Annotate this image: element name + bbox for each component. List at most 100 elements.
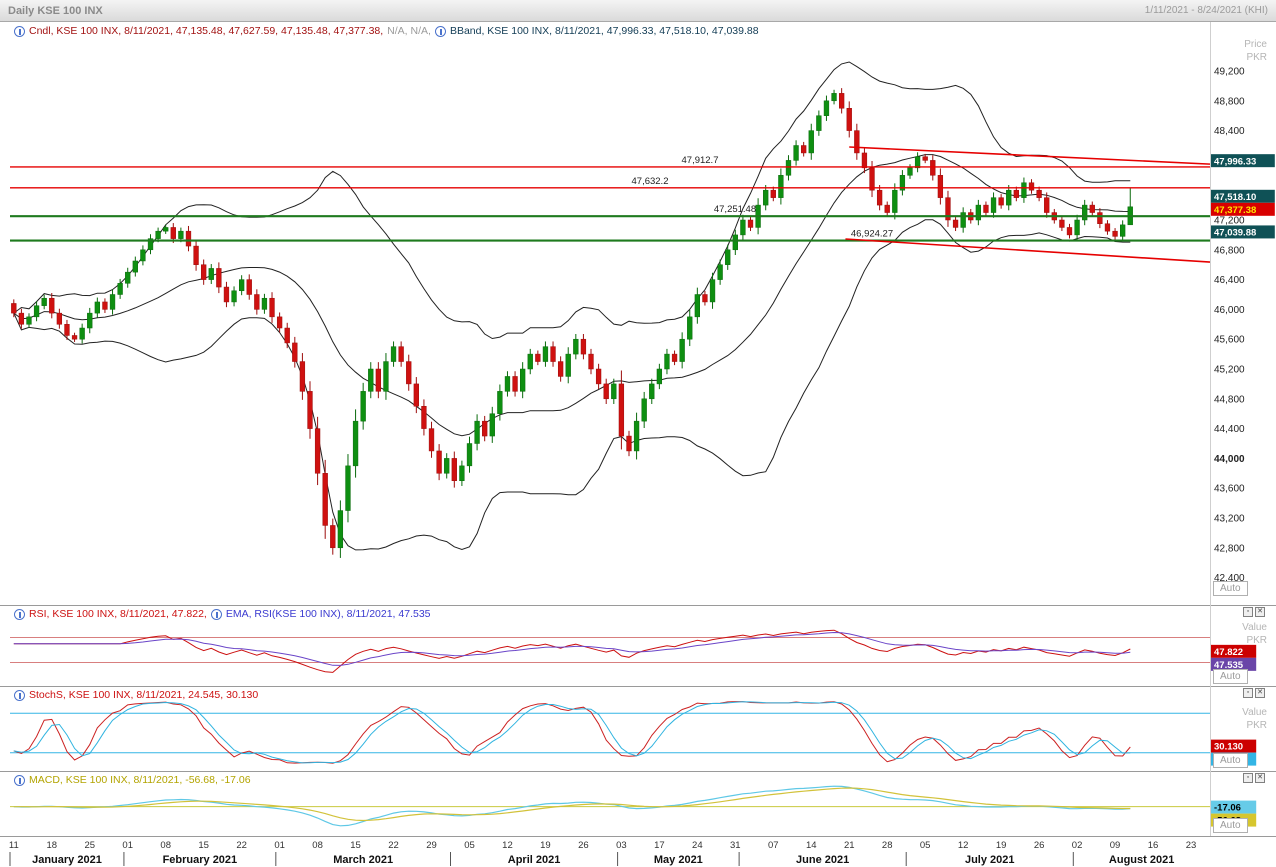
month-labels: January 2021 February 2021 March 2021 April… xyxy=(9,852,1174,866)
svg-text:47.535: 47.535 xyxy=(1214,660,1244,671)
bband-legend-text: BBand, KSE 100 INX, 8/11/2021, 47,996.33… xyxy=(449,25,759,37)
svg-text:43,600: 43,600 xyxy=(1214,484,1245,495)
svg-text:42,800: 42,800 xyxy=(1214,543,1245,554)
macd-axis-auto-button[interactable]: Auto xyxy=(1213,818,1248,833)
svg-text:45,200: 45,200 xyxy=(1214,365,1245,376)
macd-chart-canvas[interactable]: -17.06-56.68 xyxy=(0,771,1276,836)
macd-window-controls: ▫ ✕ xyxy=(1243,773,1265,783)
svg-text:14: 14 xyxy=(806,840,817,851)
svg-text:29: 29 xyxy=(426,840,437,851)
stoch-axis-auto-button[interactable]: Auto xyxy=(1213,753,1248,768)
axis-badges: 47.822 47.535 xyxy=(1211,644,1257,671)
stoch-close-button[interactable]: ✕ xyxy=(1255,688,1265,698)
svg-text:28: 28 xyxy=(882,840,893,851)
svg-text:47,200: 47,200 xyxy=(1214,216,1245,227)
main-legend: Cndl, KSE 100 INX, 8/11/2021, 47,135.48,… xyxy=(14,25,759,37)
main-chart-canvas[interactable]: 47,912.7 47,632.2 47,251.48 46,924.27 49,200… xyxy=(0,22,1276,605)
svg-text:47,377.38: 47,377.38 xyxy=(1214,205,1256,216)
svg-text:16: 16 xyxy=(1148,840,1159,851)
svg-text:48,400: 48,400 xyxy=(1214,126,1245,137)
cndl-series-icon[interactable] xyxy=(14,25,25,37)
svg-text:July 2021: July 2021 xyxy=(965,854,1015,866)
time-axis: 11 18 25 01 08 15 22 01 08 15 22 29 05 12 19 26 03 17 24 31… xyxy=(0,836,1276,867)
rsi-axis-auto-button[interactable]: Auto xyxy=(1213,669,1248,684)
svg-text:46,400: 46,400 xyxy=(1214,275,1245,286)
macd-series-icon[interactable] xyxy=(14,774,25,786)
svg-text:April 2021: April 2021 xyxy=(508,854,561,866)
rsi-panel: 47.822 47.535 RSI, KSE 100 INX, 8/11/2021… xyxy=(0,605,1276,686)
rsi-ema-series-icon[interactable] xyxy=(210,608,222,620)
stoch-k-line xyxy=(13,701,1131,764)
rsi-series-icon[interactable] xyxy=(14,608,25,620)
svg-text:22: 22 xyxy=(388,840,399,851)
svg-text:47,039.88: 47,039.88 xyxy=(1214,228,1256,239)
svg-text:March 2021: March 2021 xyxy=(333,854,393,866)
svg-text:May 2021: May 2021 xyxy=(654,854,703,866)
line-value-label: 47,251.48 xyxy=(714,204,756,215)
candles xyxy=(11,88,1133,558)
svg-text:26: 26 xyxy=(1034,840,1045,851)
svg-text:44,000: 44,000 xyxy=(1214,454,1245,465)
line-value-label: 47,912.7 xyxy=(682,155,719,166)
svg-text:19: 19 xyxy=(540,840,551,851)
svg-text:25: 25 xyxy=(84,840,95,851)
axis-badges: 47,996.33 47,518.10 47,377.38 47,039.88 xyxy=(1211,154,1275,239)
rsi-ema-legend-text: EMA, RSI(KSE 100 INX), 8/11/2021, 47.535 xyxy=(225,608,431,620)
price-axis-unit: Price PKR xyxy=(1244,39,1267,63)
date-range: 1/11/2021 - 8/24/2021 (KHI) xyxy=(1144,5,1268,16)
day-tick-labels: 11 18 25 01 08 15 22 01 08 15 22 29 05 12 19 26 03 17 24 31… xyxy=(9,840,1196,851)
svg-text:12: 12 xyxy=(502,840,513,851)
rsi-axis-unit: Value PKR xyxy=(1242,622,1267,646)
stoch-series-icon[interactable] xyxy=(14,689,25,701)
main-axis-auto-button[interactable]: Auto xyxy=(1213,581,1248,596)
svg-text:18: 18 xyxy=(46,840,57,851)
svg-text:30.130: 30.130 xyxy=(1214,742,1243,753)
main-price-panel: 47,912.7 47,632.2 47,251.48 46,924.27 49,200… xyxy=(0,22,1276,605)
trendline xyxy=(845,238,1211,263)
trendline xyxy=(849,146,1211,165)
rsi-restore-button[interactable]: ▫ xyxy=(1243,607,1253,617)
svg-text:44,800: 44,800 xyxy=(1214,394,1245,405)
price-axis-ticks: 49,200 48,800 48,400 47,200 46,800 46,400 46,0… xyxy=(1214,67,1245,585)
rsi-ema-line xyxy=(13,631,1131,666)
svg-text:15: 15 xyxy=(350,840,361,851)
macd-legend-text: MACD, KSE 100 INX, 8/11/2021, -56.68, -1… xyxy=(29,774,251,786)
svg-text:01: 01 xyxy=(274,840,285,851)
analysis-lines[interactable]: 47,912.7 47,632.2 47,251.48 46,924.27 xyxy=(10,146,1211,263)
rsi-window-controls: ▫ ✕ xyxy=(1243,607,1265,617)
line-value-label: 47,632.2 xyxy=(632,176,669,187)
svg-text:03: 03 xyxy=(616,840,627,851)
svg-text:11: 11 xyxy=(9,840,19,851)
svg-text:42,400: 42,400 xyxy=(1214,573,1245,584)
svg-text:47,996.33: 47,996.33 xyxy=(1214,156,1256,167)
svg-text:19: 19 xyxy=(996,840,1007,851)
pane-titlebar[interactable]: Daily KSE 100 INX 1/11/2021 - 8/24/2021 … xyxy=(0,0,1276,22)
macd-legend: MACD, KSE 100 INX, 8/11/2021, -56.68, -1… xyxy=(14,774,251,786)
stoch-chart-canvas[interactable]: 30.13024.545 xyxy=(0,686,1276,771)
svg-text:45,600: 45,600 xyxy=(1214,335,1245,346)
rsi-chart-canvas[interactable]: 47.822 47.535 xyxy=(0,605,1276,686)
stoch-restore-button[interactable]: ▫ xyxy=(1243,688,1253,698)
macd-restore-button[interactable]: ▫ xyxy=(1243,773,1253,783)
bollinger-bands xyxy=(13,61,1131,551)
svg-text:January 2021: January 2021 xyxy=(32,854,102,866)
svg-text:15: 15 xyxy=(198,840,209,851)
line-value-label: 46,924.27 xyxy=(851,229,893,240)
svg-text:44,400: 44,400 xyxy=(1214,424,1245,435)
rsi-close-button[interactable]: ✕ xyxy=(1255,607,1265,617)
svg-text:February 2021: February 2021 xyxy=(163,854,238,866)
svg-text:46,800: 46,800 xyxy=(1214,245,1245,256)
svg-text:31: 31 xyxy=(730,840,741,851)
svg-text:24: 24 xyxy=(692,840,703,851)
svg-text:09: 09 xyxy=(1110,840,1121,851)
rsi-line xyxy=(13,629,1131,673)
svg-text:26: 26 xyxy=(578,840,589,851)
svg-text:12: 12 xyxy=(958,840,969,851)
rsi-legend-text: RSI, KSE 100 INX, 8/11/2021, 47.822, xyxy=(29,608,207,620)
svg-text:47.822: 47.822 xyxy=(1214,647,1243,658)
time-axis-canvas[interactable]: 11 18 25 01 08 15 22 01 08 15 22 29 05 12 19 26 03 17 24 31… xyxy=(0,836,1276,867)
svg-text:22: 22 xyxy=(236,840,247,851)
cndl-legend-na-text: N/A, N/A, xyxy=(387,25,431,37)
bband-series-icon[interactable] xyxy=(434,25,446,37)
macd-close-button[interactable]: ✕ xyxy=(1255,773,1265,783)
